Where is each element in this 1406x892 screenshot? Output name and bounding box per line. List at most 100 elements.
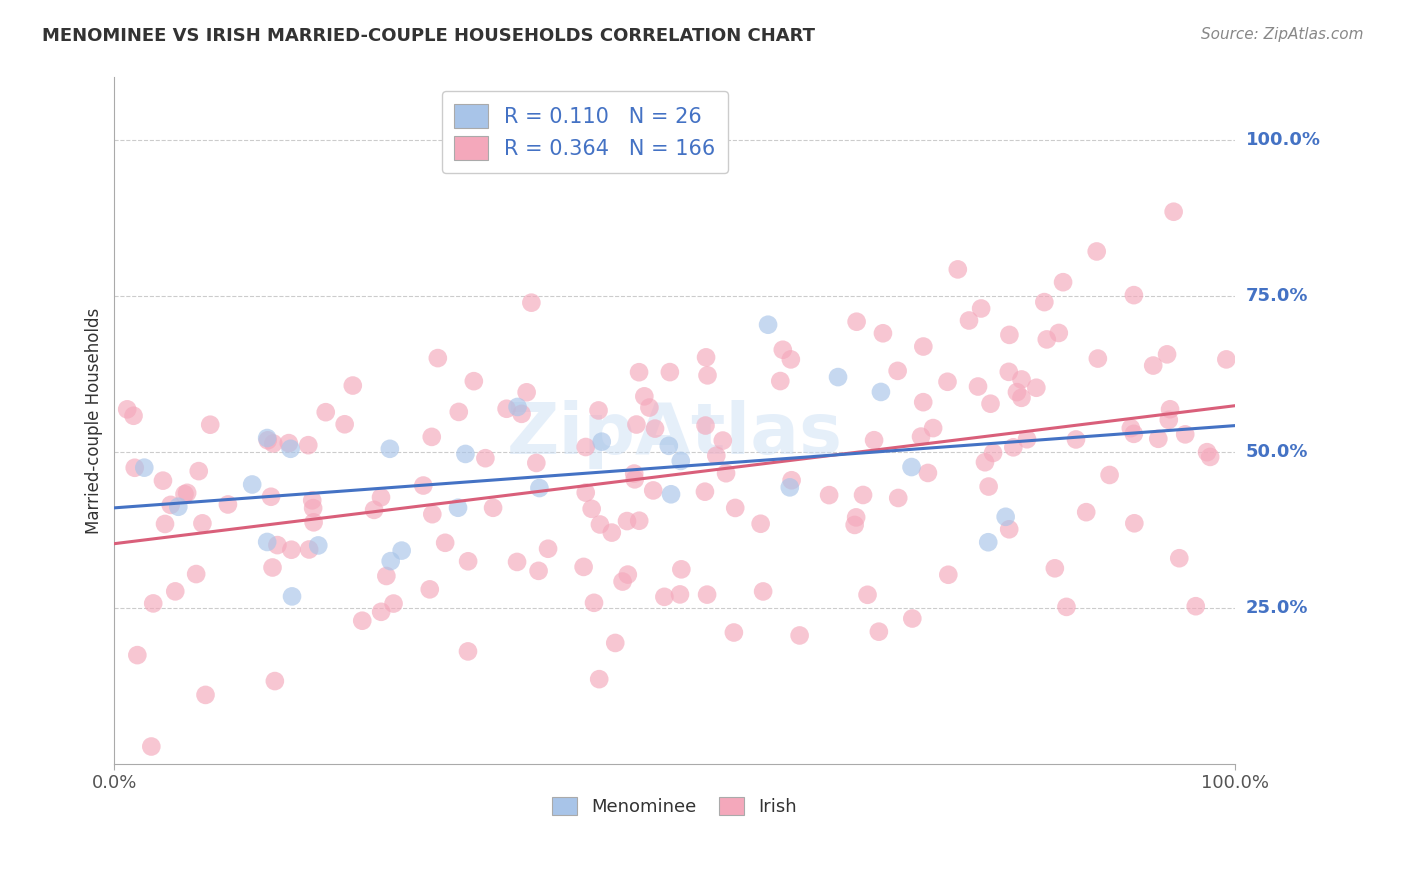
Point	[617, 567, 640, 582]
Point	[1199, 450, 1222, 464]
Point	[1052, 275, 1074, 289]
Point	[1123, 516, 1146, 531]
Point	[420, 507, 443, 521]
Point	[581, 501, 603, 516]
Point	[298, 542, 321, 557]
Point	[1142, 359, 1164, 373]
Point	[1098, 467, 1121, 482]
Point	[520, 295, 543, 310]
Point	[886, 364, 908, 378]
Point	[256, 535, 278, 549]
Point	[510, 407, 533, 421]
Point	[1163, 204, 1185, 219]
Legend: Menominee, Irish: Menominee, Irish	[544, 789, 804, 823]
Point	[1156, 347, 1178, 361]
Point	[1011, 391, 1033, 405]
Point	[301, 493, 323, 508]
Point	[901, 611, 924, 625]
Point	[658, 439, 681, 453]
Point	[643, 483, 665, 498]
Point	[997, 365, 1019, 379]
Point	[370, 491, 392, 505]
Point	[970, 301, 993, 316]
Point	[375, 569, 398, 583]
Point	[591, 434, 613, 449]
Point	[977, 479, 1000, 493]
Point	[262, 436, 284, 450]
Point	[1087, 351, 1109, 366]
Point	[1064, 433, 1087, 447]
Point	[506, 555, 529, 569]
Point	[974, 455, 997, 469]
Point	[827, 370, 849, 384]
Point	[633, 389, 655, 403]
Point	[280, 542, 302, 557]
Point	[412, 478, 434, 492]
Point	[159, 498, 181, 512]
Point	[749, 516, 772, 531]
Point	[704, 449, 727, 463]
Point	[695, 418, 717, 433]
Point	[363, 503, 385, 517]
Point	[589, 517, 612, 532]
Point	[696, 588, 718, 602]
Point	[572, 560, 595, 574]
Point	[315, 405, 337, 419]
Point	[936, 375, 959, 389]
Point	[463, 374, 485, 388]
Point	[780, 473, 803, 487]
Point	[789, 628, 811, 642]
Point	[124, 460, 146, 475]
Point	[1157, 413, 1180, 427]
Point	[1047, 326, 1070, 340]
Point	[187, 464, 209, 478]
Point	[900, 460, 922, 475]
Point	[352, 614, 374, 628]
Point	[516, 385, 538, 400]
Point	[281, 590, 304, 604]
Point	[167, 500, 190, 514]
Point	[575, 485, 598, 500]
Text: 100.0%: 100.0%	[1246, 131, 1320, 149]
Point	[1195, 445, 1218, 459]
Point	[1122, 426, 1144, 441]
Point	[912, 395, 935, 409]
Point	[302, 516, 325, 530]
Point	[844, 517, 866, 532]
Point	[217, 498, 239, 512]
Point	[419, 582, 441, 597]
Point	[176, 486, 198, 500]
Point	[967, 379, 990, 393]
Point	[256, 434, 278, 448]
Point	[378, 442, 401, 456]
Point	[141, 739, 163, 754]
Point	[1159, 402, 1181, 417]
Point	[693, 484, 716, 499]
Text: 25.0%: 25.0%	[1246, 599, 1308, 617]
Point	[256, 431, 278, 445]
Point	[696, 368, 718, 383]
Point	[1076, 505, 1098, 519]
Point	[695, 351, 717, 365]
Point	[723, 625, 745, 640]
Point	[1043, 561, 1066, 575]
Point	[605, 636, 627, 650]
Point	[616, 514, 638, 528]
Point	[200, 417, 222, 432]
Point	[263, 674, 285, 689]
Point	[845, 510, 868, 524]
Y-axis label: Married-couple Households: Married-couple Households	[86, 308, 103, 533]
Text: ZipAtlas: ZipAtlas	[506, 400, 842, 469]
Point	[994, 509, 1017, 524]
Point	[600, 525, 623, 540]
Point	[454, 447, 477, 461]
Point	[266, 538, 288, 552]
Point	[638, 401, 661, 415]
Point	[302, 501, 325, 516]
Point	[142, 596, 165, 610]
Point	[612, 574, 634, 589]
Point	[134, 460, 156, 475]
Point	[1119, 421, 1142, 435]
Point	[628, 365, 651, 379]
Point	[711, 434, 734, 448]
